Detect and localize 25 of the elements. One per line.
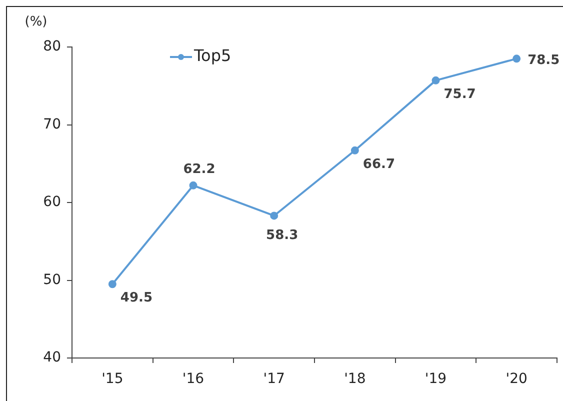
data-label: 62.2 [183, 162, 216, 177]
y-axis-title: (%) [24, 14, 48, 30]
x-tick-label: '17 [263, 371, 285, 388]
x-tick-label: '15 [102, 371, 124, 388]
data-label: 66.7 [362, 156, 395, 172]
data-label: 49.5 [120, 290, 152, 306]
point [108, 280, 116, 288]
point [512, 54, 521, 63]
legend-label: Top5 [193, 46, 232, 66]
y-tick-label: 80 [43, 38, 61, 55]
x-tick-label: '16 [182, 371, 204, 388]
x-tick-label: '20 [506, 371, 528, 388]
data-label: 75.7 [444, 86, 476, 102]
point [189, 181, 198, 190]
point [432, 76, 440, 84]
y-tick-label: 60 [43, 194, 61, 210]
y-tick-label: 50 [43, 272, 61, 288]
point [270, 212, 278, 220]
y-tick-label: 70 [43, 116, 61, 132]
data-label: 58.3 [266, 228, 298, 244]
y-tick-label: 40 [43, 350, 61, 366]
data-label: 78.5 [528, 53, 560, 68]
point [350, 146, 359, 154]
x-tick-label: '18 [344, 371, 366, 388]
x-tick-label: '19 [424, 371, 447, 388]
